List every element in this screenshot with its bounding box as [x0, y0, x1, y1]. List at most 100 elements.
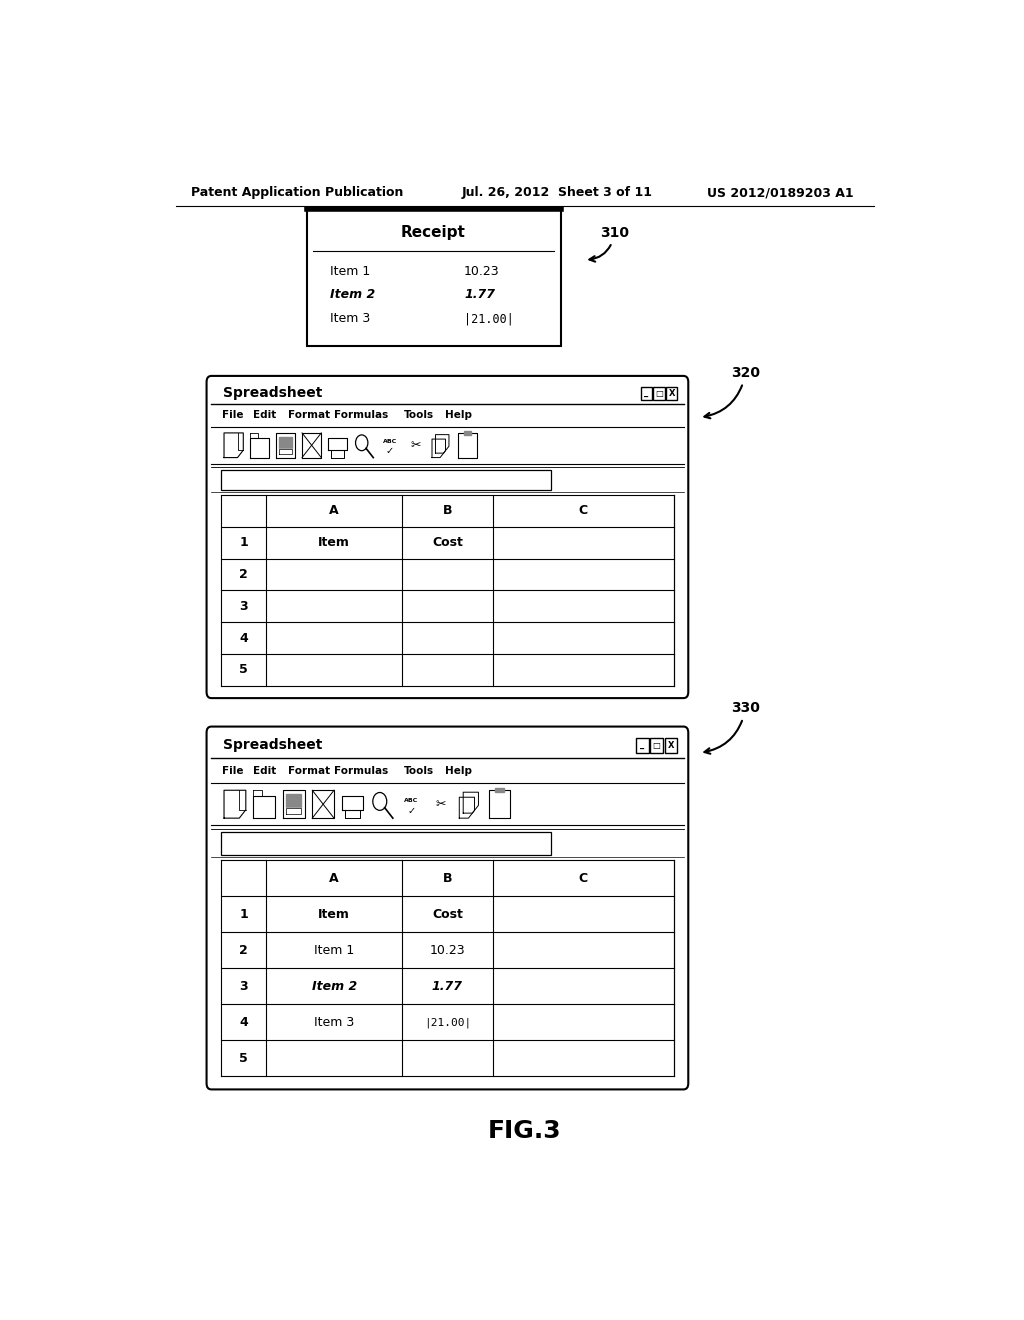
Text: Cost: Cost	[432, 536, 463, 549]
Text: FIG.3: FIG.3	[488, 1119, 561, 1143]
Polygon shape	[328, 438, 347, 450]
Text: ✂: ✂	[435, 797, 446, 810]
Text: Spreadsheet: Spreadsheet	[223, 387, 323, 400]
Polygon shape	[331, 446, 344, 458]
Text: Formulas: Formulas	[334, 766, 388, 776]
Polygon shape	[250, 433, 258, 438]
Text: ✂: ✂	[411, 438, 421, 451]
Text: Item 3: Item 3	[314, 1016, 354, 1028]
Text: □: □	[652, 741, 660, 750]
Polygon shape	[302, 433, 322, 458]
Polygon shape	[253, 791, 262, 796]
Text: 310: 310	[590, 226, 629, 261]
Text: 3: 3	[240, 979, 248, 993]
Text: File: File	[222, 766, 244, 776]
Bar	[221, 832, 551, 855]
Text: Format: Format	[288, 766, 330, 776]
Text: B: B	[442, 504, 453, 517]
Polygon shape	[224, 791, 246, 818]
FancyBboxPatch shape	[207, 376, 688, 698]
Polygon shape	[345, 805, 360, 818]
Text: Patent Application Publication: Patent Application Publication	[191, 186, 403, 199]
Polygon shape	[458, 433, 477, 458]
Polygon shape	[488, 791, 511, 818]
Text: Item 1: Item 1	[331, 265, 371, 279]
Polygon shape	[250, 438, 269, 458]
Polygon shape	[283, 791, 304, 818]
Text: Edit: Edit	[253, 411, 275, 421]
Text: Edit: Edit	[253, 766, 275, 776]
Text: _: _	[640, 741, 644, 750]
Polygon shape	[464, 430, 471, 434]
Bar	[306, 210, 560, 346]
Bar	[650, 738, 663, 752]
Bar	[221, 470, 551, 490]
Text: A: A	[330, 871, 339, 884]
Text: Cost: Cost	[432, 908, 463, 921]
Text: 1: 1	[240, 536, 248, 549]
Text: US 2012/0189203 A1: US 2012/0189203 A1	[708, 186, 854, 199]
Text: ✓: ✓	[386, 446, 393, 457]
Text: Item 3: Item 3	[331, 313, 371, 326]
Text: Jul. 26, 2012  Sheet 3 of 11: Jul. 26, 2012 Sheet 3 of 11	[461, 186, 652, 199]
Text: Receipt: Receipt	[401, 224, 466, 240]
Text: C: C	[579, 871, 588, 884]
Polygon shape	[435, 434, 449, 453]
Polygon shape	[342, 796, 364, 809]
Text: 10.23: 10.23	[464, 265, 500, 279]
Text: |21.00|: |21.00|	[424, 1016, 471, 1027]
Text: 4: 4	[240, 631, 248, 644]
Polygon shape	[279, 437, 293, 447]
Text: _: _	[644, 388, 648, 397]
Polygon shape	[253, 796, 275, 818]
Text: File: File	[222, 411, 244, 421]
Text: Item 2: Item 2	[311, 979, 356, 993]
Text: 4: 4	[240, 1016, 248, 1028]
Bar	[665, 738, 677, 752]
Text: X: X	[669, 388, 675, 397]
Text: Spreadsheet: Spreadsheet	[223, 738, 323, 752]
Text: ABC: ABC	[404, 797, 419, 803]
Text: Format: Format	[288, 411, 330, 421]
Polygon shape	[312, 791, 334, 818]
Text: B: B	[442, 871, 453, 884]
Text: Tools: Tools	[403, 411, 433, 421]
FancyBboxPatch shape	[207, 726, 688, 1089]
Text: X: X	[668, 741, 674, 750]
Text: Item 1: Item 1	[314, 944, 354, 957]
Text: Help: Help	[445, 411, 472, 421]
Polygon shape	[286, 795, 301, 807]
Text: 2: 2	[240, 944, 248, 957]
Text: ✓: ✓	[408, 807, 416, 816]
Text: Item: Item	[318, 908, 350, 921]
Text: 1.77: 1.77	[464, 288, 495, 301]
Polygon shape	[276, 433, 295, 458]
Text: Item 2: Item 2	[331, 288, 376, 301]
Text: 5: 5	[240, 664, 248, 676]
Text: 10.23: 10.23	[430, 944, 465, 957]
Polygon shape	[224, 433, 244, 458]
Text: 5: 5	[240, 1052, 248, 1065]
Text: A: A	[330, 504, 339, 517]
Polygon shape	[463, 792, 478, 813]
Polygon shape	[279, 449, 293, 454]
Bar	[641, 387, 652, 400]
Text: |21.00|: |21.00|	[464, 313, 514, 326]
Bar	[653, 387, 665, 400]
Polygon shape	[460, 797, 474, 818]
Text: 330: 330	[705, 701, 760, 754]
Text: 320: 320	[705, 366, 760, 418]
Text: 2: 2	[240, 568, 248, 581]
Bar	[636, 738, 648, 752]
Text: 1.77: 1.77	[432, 979, 463, 993]
Polygon shape	[286, 808, 301, 814]
Text: C: C	[579, 504, 588, 517]
Text: Item: Item	[318, 536, 350, 549]
Polygon shape	[496, 788, 504, 792]
Text: Tools: Tools	[403, 766, 433, 776]
Text: 3: 3	[240, 599, 248, 612]
Text: 1: 1	[240, 908, 248, 921]
Bar	[666, 387, 677, 400]
Text: □: □	[655, 388, 663, 397]
Text: ABC: ABC	[383, 440, 396, 444]
